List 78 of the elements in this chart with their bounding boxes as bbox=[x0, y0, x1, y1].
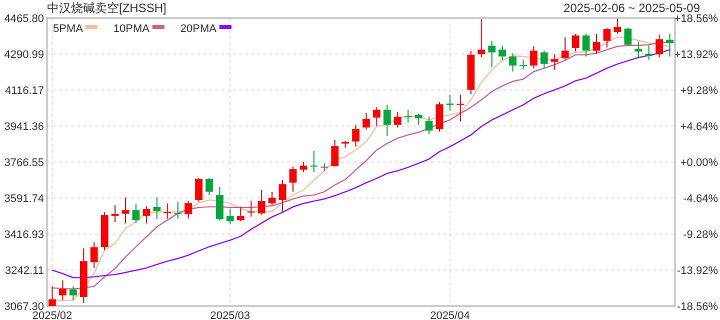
x-tick-label: 2025/03 bbox=[210, 310, 250, 320]
y-tick-label: 3766.55 bbox=[4, 156, 44, 169]
legend-label: 10PMA bbox=[113, 23, 150, 35]
chart-title: 中汉烧碱卖空[ZHSSH] bbox=[47, 1, 166, 15]
candlestick bbox=[70, 286, 77, 301]
y2-tick-label: +13.92% bbox=[674, 48, 718, 61]
candlestick bbox=[122, 196, 130, 224]
candlestick bbox=[164, 203, 172, 220]
candlestick bbox=[132, 204, 140, 224]
candlestick bbox=[174, 202, 182, 220]
candlestick bbox=[195, 177, 202, 202]
candlestick bbox=[656, 34, 663, 58]
candlestick bbox=[111, 204, 119, 223]
y-tick-label: 3591.74 bbox=[4, 192, 44, 205]
candlestick bbox=[572, 34, 580, 52]
candlestick bbox=[289, 166, 297, 192]
candlestick bbox=[530, 46, 538, 69]
candlestick bbox=[331, 139, 338, 168]
y-tick-label: 3416.93 bbox=[4, 228, 44, 241]
candlestick bbox=[550, 54, 558, 70]
candlestick bbox=[582, 34, 590, 57]
y2-tick-label: -13.92% bbox=[677, 264, 718, 277]
candlestick bbox=[59, 280, 66, 301]
candlestick bbox=[488, 40, 496, 68]
candlestick bbox=[310, 150, 318, 172]
candlestick bbox=[404, 109, 412, 124]
candlestick bbox=[540, 50, 548, 69]
y-tick-label: 3067.30 bbox=[4, 300, 44, 313]
y2-tick-label: +9.28% bbox=[680, 84, 718, 97]
candlestick bbox=[498, 45, 506, 61]
candlestick bbox=[603, 28, 611, 48]
chart-subtitle: 2025-02-06 ~ 2025-05-09 bbox=[564, 1, 700, 15]
candlestick bbox=[362, 112, 370, 130]
candlestick bbox=[446, 94, 454, 112]
x-tick-label: 2025/02 bbox=[32, 310, 72, 320]
candlestick bbox=[520, 59, 527, 70]
candlestick bbox=[456, 94, 464, 122]
candlestick bbox=[478, 18, 486, 58]
x-tick-label: 2025/04 bbox=[430, 310, 470, 320]
candlestick bbox=[561, 36, 569, 60]
candlestick bbox=[614, 18, 622, 34]
candlestick bbox=[634, 40, 642, 59]
y-tick-label: 4465.80 bbox=[4, 12, 44, 25]
candlestick bbox=[184, 200, 192, 220]
candlestick bbox=[352, 124, 360, 148]
y-tick-label: 4290.99 bbox=[4, 48, 44, 61]
candlestick bbox=[206, 177, 213, 196]
y2-tick-label: -4.64% bbox=[683, 192, 718, 205]
candlestick bbox=[226, 208, 234, 225]
legend-label: 5PMA bbox=[53, 23, 84, 35]
candlestick bbox=[300, 161, 308, 172]
candlestick bbox=[509, 52, 516, 72]
candlestick bbox=[666, 33, 674, 57]
candlestick bbox=[142, 206, 150, 224]
candlestick bbox=[384, 104, 391, 136]
candlestick bbox=[373, 106, 380, 126]
candlestick bbox=[90, 242, 98, 268]
y2-tick-label: -18.56% bbox=[677, 300, 718, 313]
candlestick bbox=[592, 34, 600, 54]
candlestick bbox=[624, 28, 632, 46]
candlestick bbox=[268, 191, 276, 206]
candlestick bbox=[258, 190, 266, 215]
candlestick bbox=[645, 44, 652, 60]
y2-tick-label: -9.28% bbox=[683, 228, 718, 241]
y-tick-label: 3941.36 bbox=[4, 120, 44, 133]
candlestick bbox=[236, 206, 244, 222]
y-tick-label: 3242.11 bbox=[5, 264, 44, 277]
legend-label: 20PMA bbox=[180, 23, 218, 35]
candlestick bbox=[278, 180, 286, 212]
candlestick bbox=[153, 196, 161, 220]
y2-tick-label: +18.56% bbox=[674, 12, 718, 25]
y-tick-label: 4116.17 bbox=[5, 84, 44, 97]
candlestick bbox=[394, 111, 402, 128]
y2-tick-label: +4.64% bbox=[680, 120, 718, 133]
candlestick bbox=[247, 200, 255, 218]
candlestick bbox=[48, 286, 56, 306]
y2-tick-label: +0.00% bbox=[680, 156, 718, 169]
candlestick bbox=[425, 116, 433, 134]
